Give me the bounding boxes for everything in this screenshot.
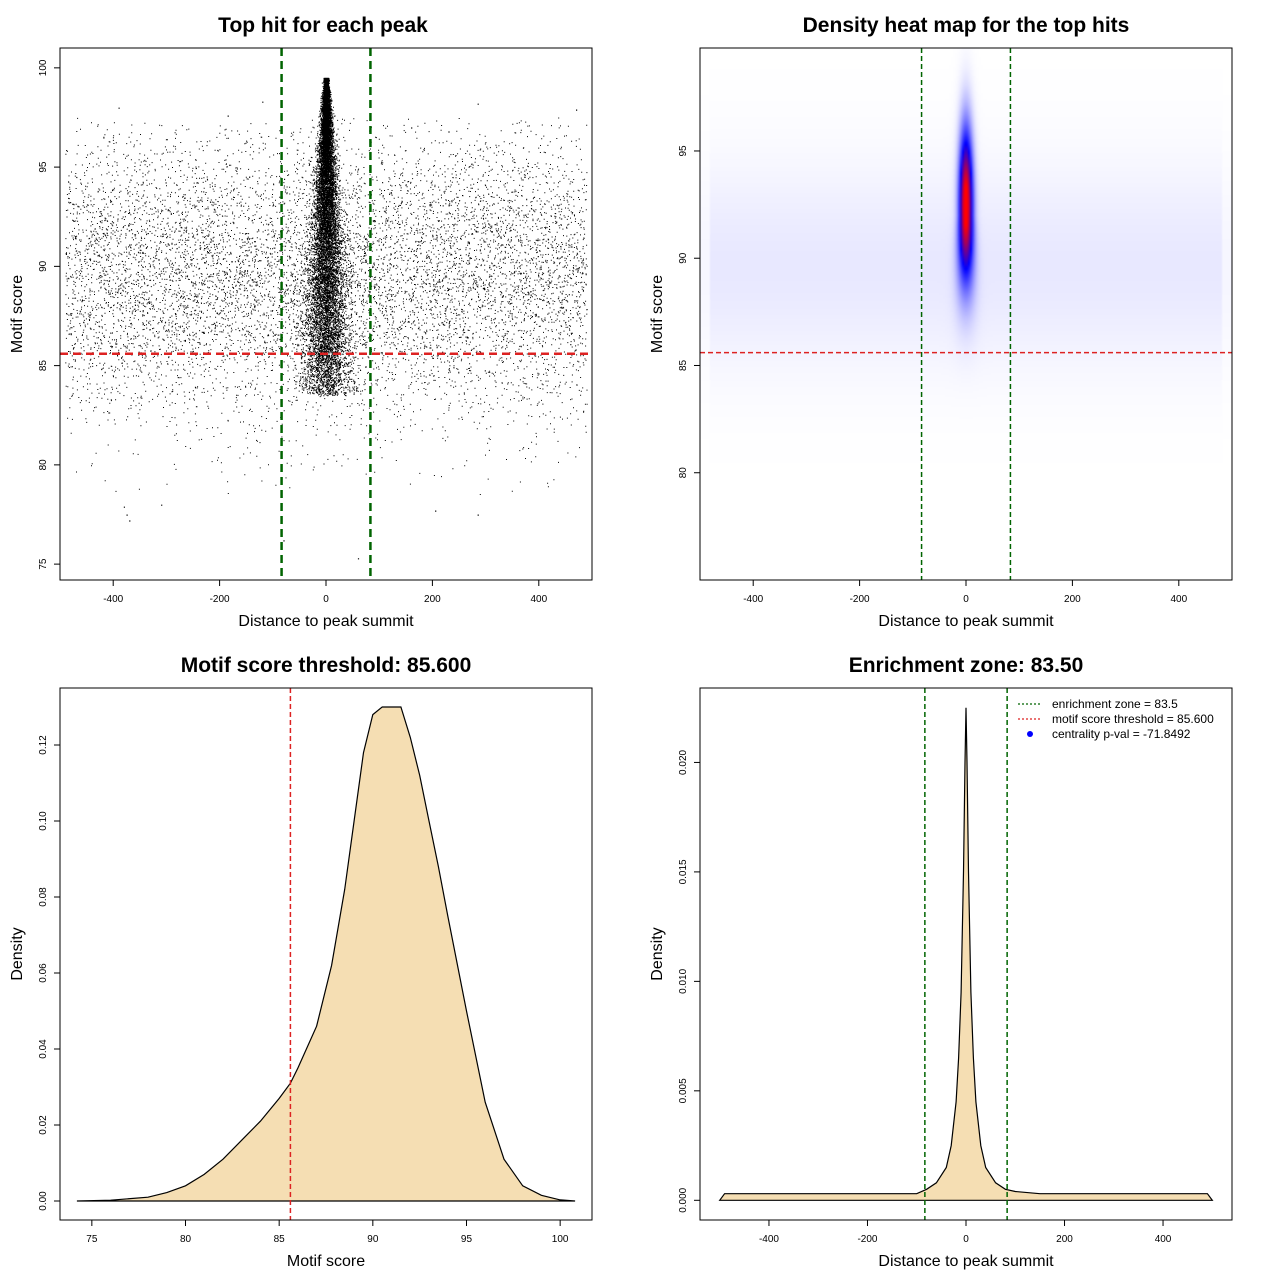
y-tick-label: 0.015 — [678, 859, 689, 884]
x-tick-label: 90 — [367, 1234, 379, 1245]
reference-lines — [700, 48, 1232, 580]
y-tick-label: 90 — [678, 252, 689, 264]
chart-title: Top hit for each peak — [218, 14, 428, 37]
y-axis-label: Density — [9, 927, 26, 980]
reference-lines — [924, 688, 1008, 1220]
chart-title: Motif score threshold: 85.600 — [181, 654, 472, 677]
y-tick-label: 0.005 — [678, 1078, 689, 1103]
x-tick-label: -400 — [743, 594, 763, 605]
y-tick-label: 0.000 — [678, 1187, 689, 1212]
y-tick-label: 0.010 — [678, 968, 689, 993]
y-axis-ticks: 80 85 90 95 — [678, 145, 700, 478]
y-tick-label: 0.02 — [38, 1115, 49, 1135]
x-tick-label: 400 — [530, 594, 547, 605]
x-tick-label: 200 — [424, 594, 441, 605]
legend-label: centrality p-val = -71.8492 — [1052, 727, 1191, 741]
legend-label: motif score threshold = 85.600 — [1052, 712, 1214, 726]
x-tick-label: -200 — [857, 1234, 877, 1245]
y-tick-label: 95 — [678, 145, 689, 157]
reference-lines — [60, 48, 592, 580]
x-axis-label: Distance to peak summit — [878, 613, 1054, 630]
legend-label: enrichment zone = 83.5 — [1052, 697, 1178, 711]
density-area — [76, 706, 576, 1202]
x-tick-label: -200 — [850, 594, 870, 605]
y-tick-label: 90 — [38, 260, 49, 272]
x-axis-label: Distance to peak summit — [238, 613, 414, 630]
chart-title: Enrichment zone: 83.50 — [849, 654, 1084, 677]
y-tick-label: 80 — [678, 467, 689, 479]
heatmap-layer — [700, 48, 1232, 580]
x-tick-label: 0 — [323, 594, 329, 605]
x-tick-label: -200 — [210, 594, 230, 605]
y-tick-label: 0.020 — [678, 749, 689, 774]
scatter-point-cloud — [65, 77, 588, 560]
x-tick-label: -400 — [759, 1234, 779, 1245]
x-tick-label: 200 — [1064, 594, 1081, 605]
x-tick-label: -400 — [103, 594, 123, 605]
legend: enrichment zone = 83.5 motif score thres… — [1018, 697, 1214, 741]
x-tick-label: 400 — [1155, 1234, 1172, 1245]
y-tick-label: 75 — [38, 558, 49, 570]
x-axis-ticks: -400 -200 0 200 400 — [743, 580, 1188, 605]
y-tick-label: 0.00 — [38, 1191, 49, 1211]
panel-scatter: Top hit for each peak -400 -200 0 200 400 75… — [9, 14, 593, 630]
y-axis-ticks: 0.00 0.02 0.04 0.06 0.08 0.10 0.12 — [38, 735, 60, 1211]
x-axis-label: Distance to peak summit — [878, 1253, 1054, 1270]
x-tick-label: 200 — [1056, 1234, 1073, 1245]
x-tick-label: 80 — [180, 1234, 192, 1245]
x-tick-label: 85 — [274, 1234, 286, 1245]
x-tick-label: 75 — [86, 1234, 98, 1245]
chart-title: Density heat map for the top hits — [803, 14, 1130, 37]
y-tick-label: 0.04 — [38, 1039, 49, 1059]
y-axis-label: Motif score — [649, 275, 666, 353]
y-tick-label: 95 — [38, 161, 49, 173]
legend-swatch — [1027, 731, 1033, 737]
y-tick-label: 85 — [38, 360, 49, 372]
x-tick-label: 400 — [1170, 594, 1187, 605]
plot-frame — [59, 687, 593, 1221]
legend-entry-centrality: centrality p-val = -71.8492 — [1027, 727, 1191, 741]
x-tick-label: 0 — [963, 1234, 969, 1245]
y-tick-label: 0.06 — [38, 963, 49, 983]
x-tick-label: 95 — [461, 1234, 473, 1245]
y-tick-label: 0.10 — [38, 811, 49, 831]
scatter-points — [65, 77, 588, 560]
y-tick-label: 0.12 — [38, 735, 49, 755]
x-axis-ticks: -400 -200 0 200 400 — [759, 1220, 1172, 1245]
x-tick-label: 0 — [963, 594, 969, 605]
x-axis-ticks: 75 80 85 90 95 100 — [86, 1220, 569, 1245]
y-axis-ticks: 0.000 0.005 0.010 0.015 0.020 — [678, 749, 700, 1213]
legend-entry-enrichment-zone: enrichment zone = 83.5 — [1018, 697, 1178, 711]
y-tick-label: 0.08 — [38, 887, 49, 907]
x-axis-label: Motif score — [287, 1253, 365, 1270]
y-tick-label: 85 — [678, 359, 689, 371]
legend-entry-threshold: motif score threshold = 85.600 — [1018, 712, 1214, 726]
y-tick-label: 100 — [38, 59, 49, 76]
density-area — [718, 707, 1214, 1201]
y-axis-label: Density — [649, 927, 666, 980]
x-axis-ticks: -400 -200 0 200 400 — [103, 580, 548, 605]
x-tick-label: 100 — [552, 1234, 569, 1245]
y-axis-ticks: 75 80 85 90 95 100 — [38, 59, 60, 570]
y-axis-label: Motif score — [9, 275, 26, 353]
density-heatmap — [700, 48, 1232, 580]
y-tick-label: 80 — [38, 459, 49, 471]
panel-heatmap: Density heat map for the top hits -400 -2… — [649, 14, 1233, 630]
panel-distance-density: Enrichment zone: 83.50 -400 -200 0 200 400 0… — [649, 654, 1233, 1270]
panel-score-density: Motif score threshold: 85.600 75 80 85 90 95… — [9, 654, 593, 1270]
